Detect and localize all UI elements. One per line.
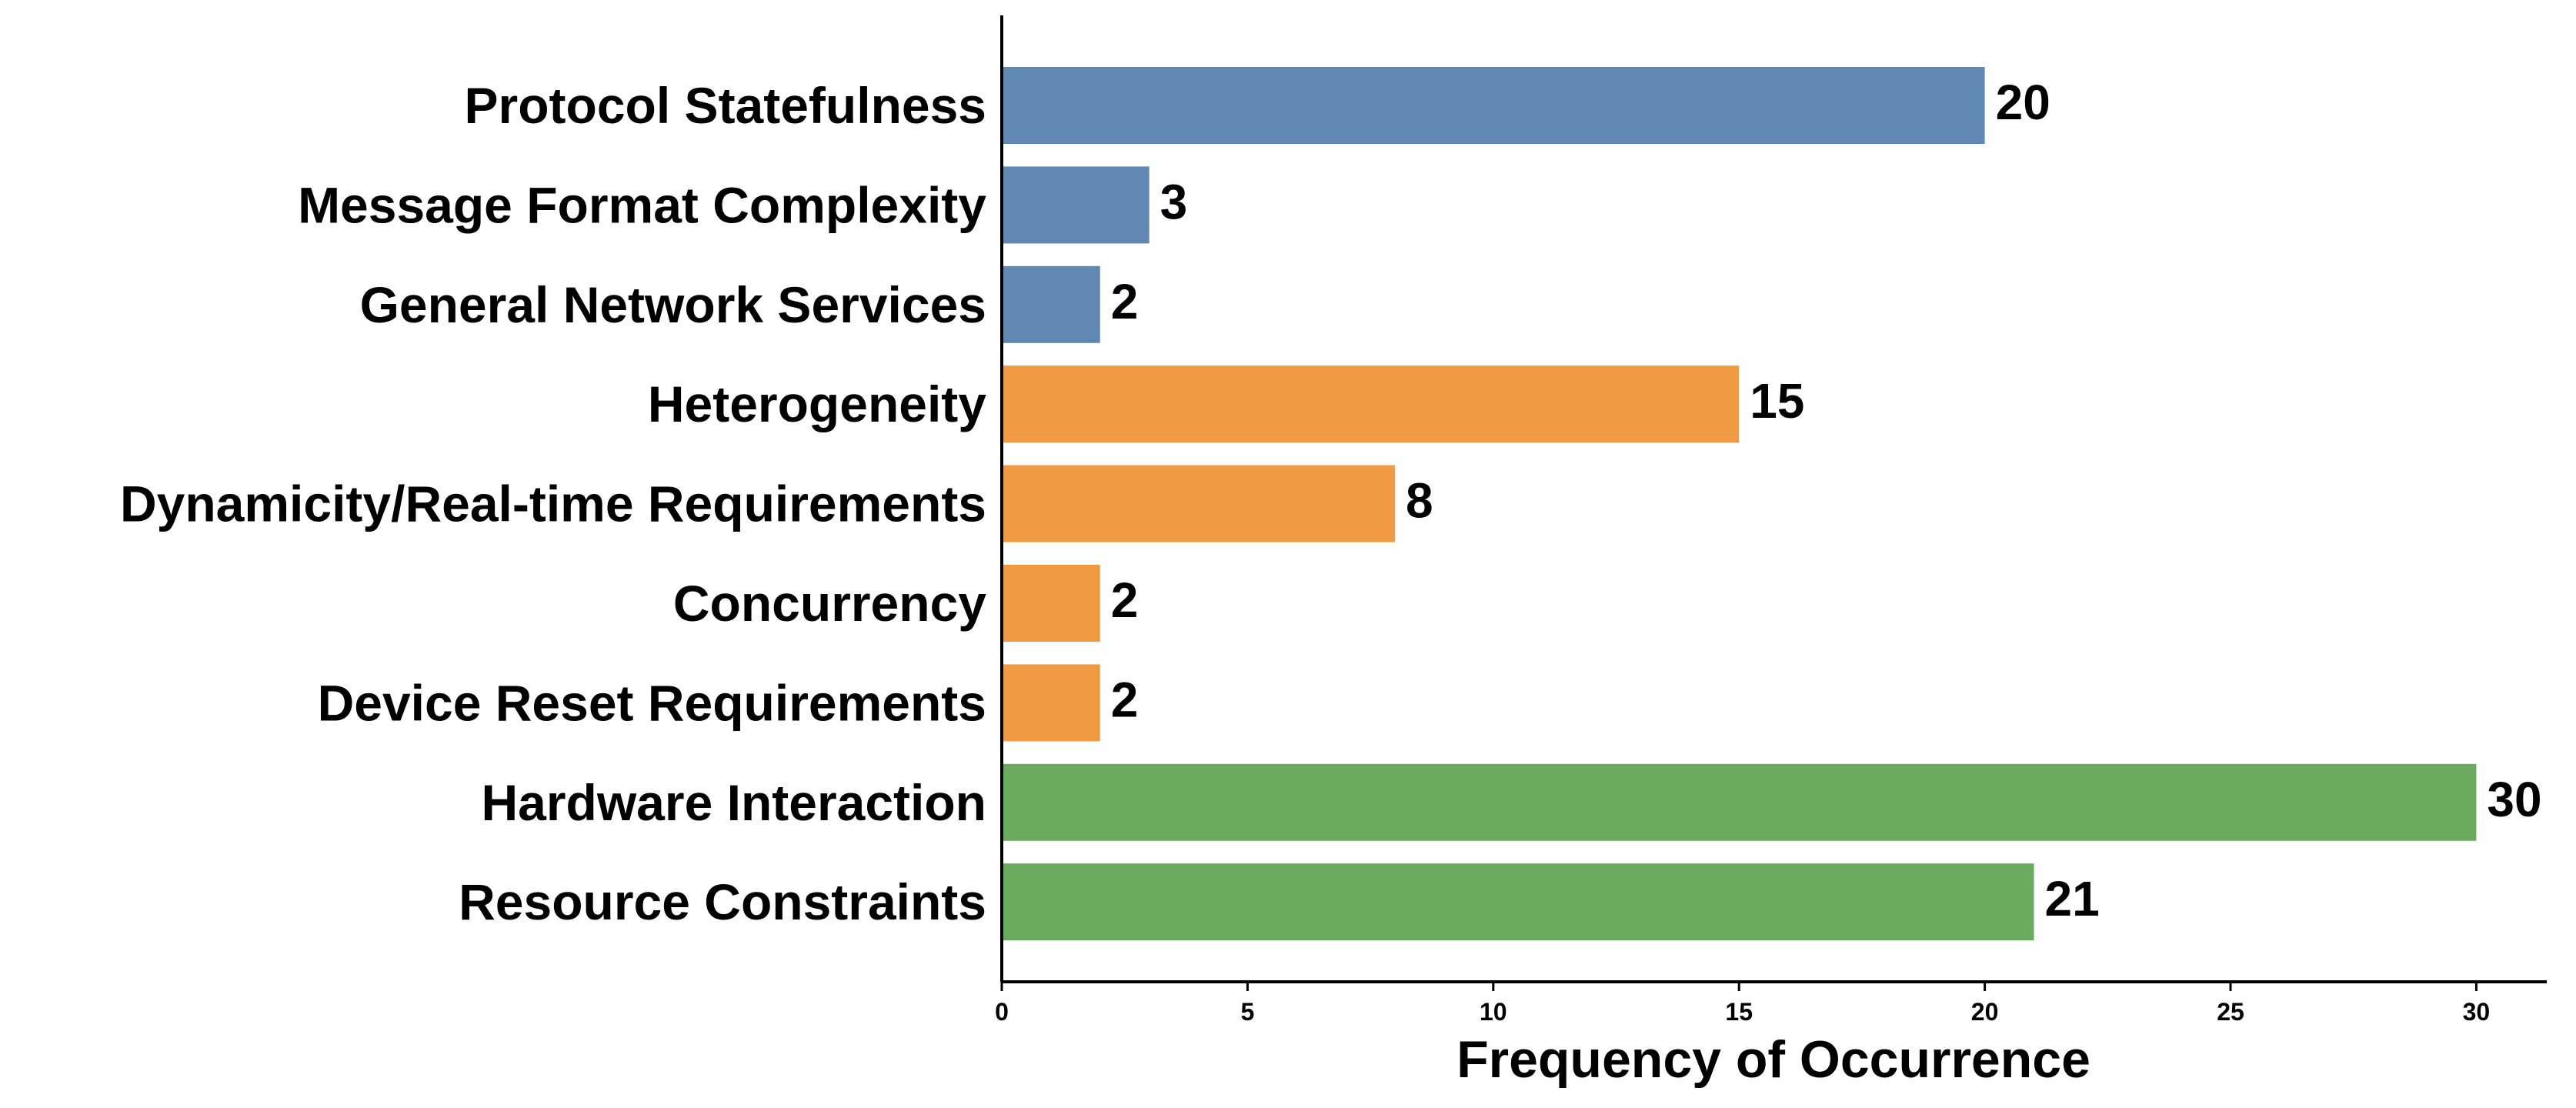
category-label: Dynamicity/Real-time Requirements <box>120 476 986 532</box>
bar-1 <box>1002 166 1150 244</box>
x-tick-label: 15 <box>1725 998 1753 1026</box>
category-label: Protocol Statefulness <box>465 77 986 134</box>
value-label: 3 <box>1160 174 1188 229</box>
bar-3 <box>1002 365 1740 443</box>
bar-4 <box>1002 465 1396 542</box>
category-label: Hardware Interaction <box>481 774 986 831</box>
bar-2 <box>1002 265 1100 343</box>
x-tick-label: 25 <box>2217 998 2244 1026</box>
value-label: 15 <box>1750 373 1804 429</box>
x-tick-label: 10 <box>1480 998 1507 1026</box>
category-label: Heterogeneity <box>648 375 986 432</box>
value-label: 20 <box>1996 75 2050 130</box>
bar-7 <box>1002 763 2477 841</box>
category-labels-group: Protocol Statefulness Message Format Comp… <box>120 77 986 930</box>
x-tick-label: 0 <box>995 998 1009 1026</box>
value-label: 21 <box>2044 871 2099 926</box>
value-label: 8 <box>1406 473 1433 529</box>
category-label: Device Reset Requirements <box>318 674 986 731</box>
bars-group <box>1002 67 2477 941</box>
x-tick-label: 30 <box>2463 998 2491 1026</box>
x-axis-title: Frequency of Occurrence <box>1457 1030 2090 1089</box>
category-label: Resource Constraints <box>459 873 986 930</box>
bar-6 <box>1002 664 1100 742</box>
value-label: 2 <box>1111 572 1139 628</box>
value-label: 2 <box>1111 274 1139 329</box>
x-tick-label: 5 <box>1241 998 1255 1026</box>
category-label: General Network Services <box>360 276 986 333</box>
x-ticks-group: 0 5 10 15 20 25 30 <box>995 982 2490 1026</box>
category-label: Message Format Complexity <box>298 176 986 233</box>
value-label: 2 <box>1111 672 1139 727</box>
bar-5 <box>1002 565 1100 642</box>
bar-0 <box>1002 67 1985 144</box>
category-label: Concurrency <box>673 575 986 632</box>
value-label: 30 <box>2487 772 2541 827</box>
x-tick-label: 20 <box>1971 998 1999 1026</box>
bar-8 <box>1002 863 2034 941</box>
